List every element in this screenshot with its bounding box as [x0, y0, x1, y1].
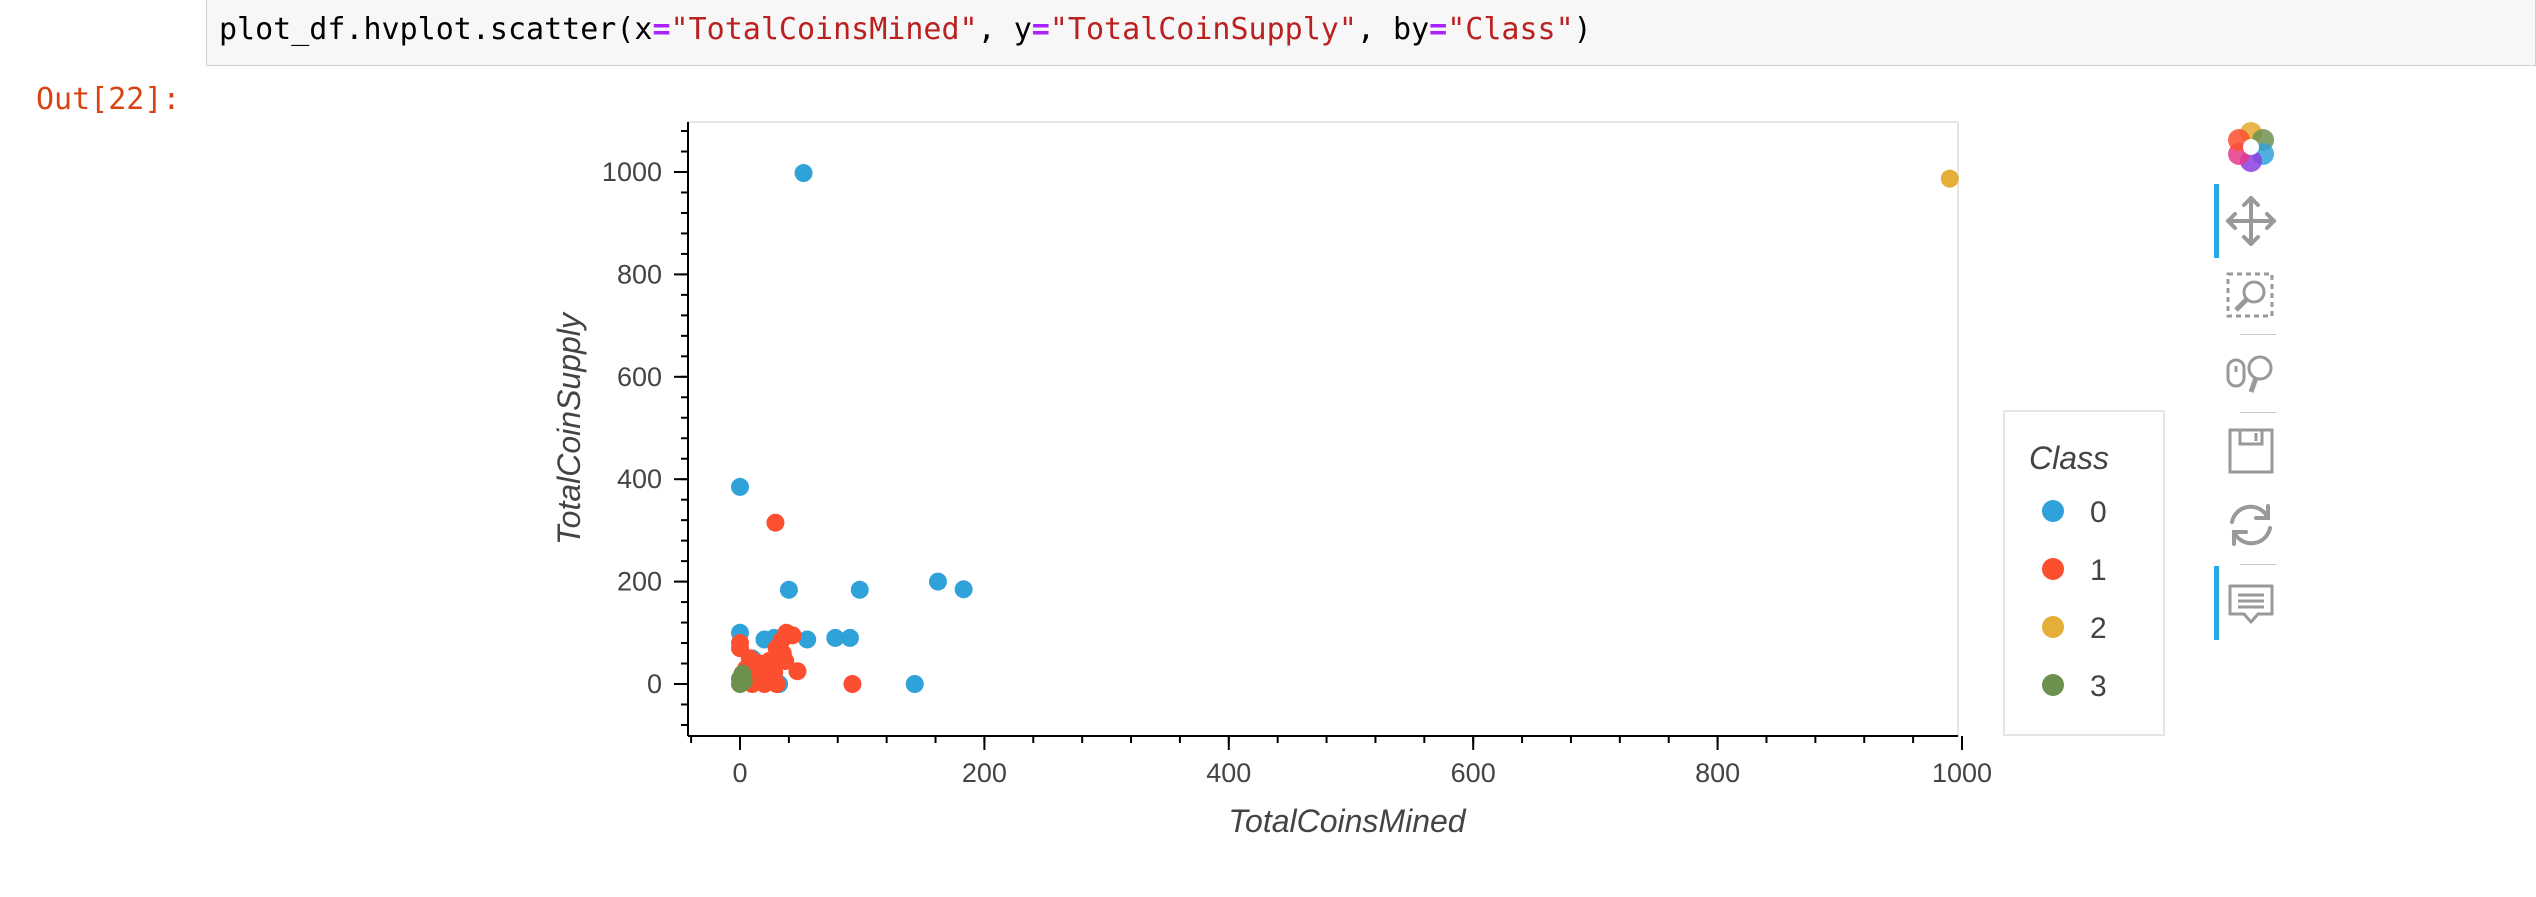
point-class-1 [752, 667, 771, 686]
point-class-0 [794, 164, 813, 183]
toolbar-separator [2240, 412, 2276, 413]
hover-tool-active-indicator [2214, 566, 2219, 640]
points-layer [731, 164, 1959, 693]
code-call: plot_df.hvplot.scatter( [219, 12, 635, 47]
point-class-0 [954, 580, 973, 599]
output-prompt: Out[22]: [36, 82, 181, 117]
wheel-zoom-tool-icon[interactable] [2218, 340, 2284, 406]
legend-marker-3 [2042, 674, 2064, 696]
pan-tool-active-indicator [2214, 184, 2219, 258]
y-tick-label: 200 [617, 567, 662, 597]
code-arg-by-key: by [1393, 12, 1430, 47]
code-separator: , [1356, 12, 1394, 47]
x-tick-label: 0 [732, 758, 747, 788]
legend-label-3: 3 [2090, 670, 2107, 703]
code-arg-by-value: "Class" [1447, 12, 1574, 47]
point-class-1 [767, 675, 786, 693]
point-class-0 [850, 580, 869, 599]
point-class-1 [773, 644, 792, 663]
code-arg-y-key: y [1013, 12, 1032, 47]
code-close-paren: ) [1573, 12, 1592, 47]
x-tick-label: 1000 [1932, 758, 1992, 788]
legend-marker-2 [2042, 616, 2064, 638]
code-cell[interactable]: plot_df.hvplot.scatter(x="TotalCoinsMine… [206, 0, 2536, 66]
y-tick-label: 0 [647, 669, 662, 699]
legend-box [2003, 410, 2165, 736]
point-class-0 [905, 675, 924, 693]
code-arg-x-key: x [634, 12, 653, 47]
code-arg-y-value: "TotalCoinSupply" [1049, 12, 1357, 47]
point-class-0 [840, 628, 859, 647]
hover-tool-icon[interactable] [2218, 570, 2284, 636]
legend-title: Class [2029, 440, 2109, 476]
point-class-3 [733, 664, 752, 683]
bokeh-logo-icon[interactable] [2218, 114, 2284, 180]
point-class-2 [1940, 169, 1959, 188]
box-zoom-tool-icon[interactable] [2218, 262, 2284, 328]
code-equals: = [652, 12, 671, 47]
reset-tool-icon[interactable] [2218, 492, 2284, 558]
point-class-1 [843, 675, 862, 693]
legend-label-1: 1 [2090, 554, 2107, 587]
y-tick-label: 800 [617, 259, 662, 289]
toolbar-separator [2240, 564, 2276, 565]
plot-frame [687, 121, 1959, 737]
axes-layer: 0 200 400 600 800 1000 0 200 400 600 800 1000 [602, 122, 1992, 788]
x-axis-label: TotalCoinsMined [1228, 803, 1466, 839]
point-class-1 [788, 662, 807, 681]
point-class-0 [779, 580, 798, 599]
y-tick-label: 1000 [602, 157, 662, 187]
legend-label-0: 0 [2090, 496, 2107, 529]
y-axis-label: TotalCoinSupply [551, 311, 587, 545]
save-tool-icon[interactable] [2218, 418, 2284, 484]
legend-marker-1 [2042, 558, 2064, 580]
y-tick-label: 600 [617, 362, 662, 392]
x-tick-label: 200 [962, 758, 1007, 788]
legend-items: 0 1 2 3 [2042, 496, 2107, 703]
code-equals: = [1429, 12, 1448, 47]
point-class-0 [731, 477, 749, 496]
toolbar-separator [2240, 334, 2276, 335]
y-tick-label: 400 [617, 464, 662, 494]
point-class-1 [766, 513, 785, 532]
x-tick-label: 400 [1206, 758, 1251, 788]
point-class-0 [798, 630, 817, 649]
pan-tool-icon[interactable] [2218, 188, 2284, 254]
point-class-0 [826, 628, 845, 647]
legend-label-2: 2 [2090, 612, 2107, 645]
x-tick-label: 600 [1451, 758, 1496, 788]
code-line: plot_df.hvplot.scatter(x="TotalCoinsMine… [219, 12, 1592, 47]
code-arg-x-value: "TotalCoinsMined" [670, 12, 978, 47]
legend-marker-0 [2042, 500, 2064, 522]
point-class-0 [928, 572, 947, 591]
code-equals: = [1031, 12, 1050, 47]
code-separator: , [977, 12, 1014, 47]
x-tick-label: 800 [1695, 758, 1740, 788]
